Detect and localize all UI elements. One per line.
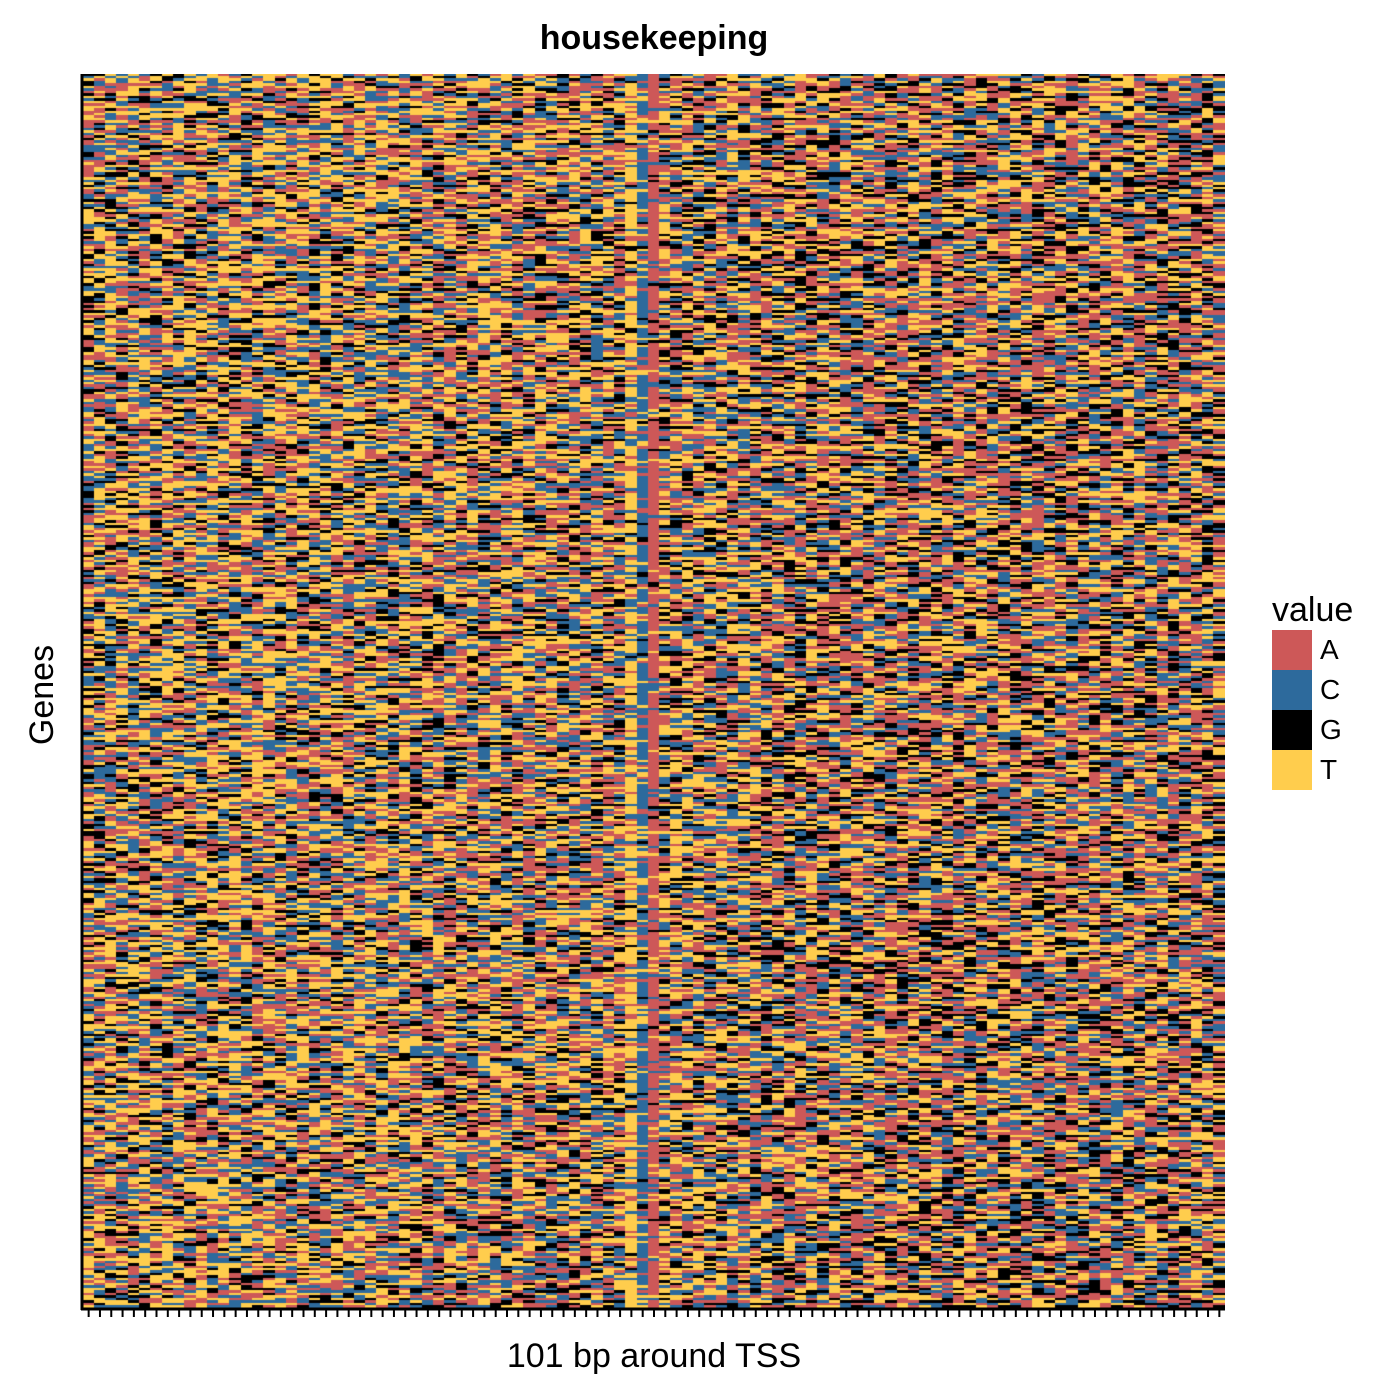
legend-label-a: A xyxy=(1320,630,1339,670)
legend-label-c: C xyxy=(1320,670,1340,710)
x-axis-label: 101 bp around TSS xyxy=(83,1336,1225,1376)
legend-swatch-g xyxy=(1272,710,1312,750)
chart-title: housekeeping xyxy=(83,18,1225,58)
legend-label-t: T xyxy=(1320,750,1337,790)
legend-label-g: G xyxy=(1320,710,1342,750)
legend-swatch-c xyxy=(1272,670,1312,710)
legend-item-g: G xyxy=(1272,710,1353,750)
legend-item-a: A xyxy=(1272,630,1353,670)
heatmap-panel xyxy=(83,74,1225,1308)
legend-swatch-t xyxy=(1272,750,1312,790)
legend-swatch-a xyxy=(1272,630,1312,670)
legend-title: value xyxy=(1272,590,1353,630)
legend-item-t: T xyxy=(1272,750,1353,790)
y-axis-label: Genes xyxy=(22,645,62,745)
legend-item-c: C xyxy=(1272,670,1353,710)
legend: value A C G T xyxy=(1272,590,1353,790)
